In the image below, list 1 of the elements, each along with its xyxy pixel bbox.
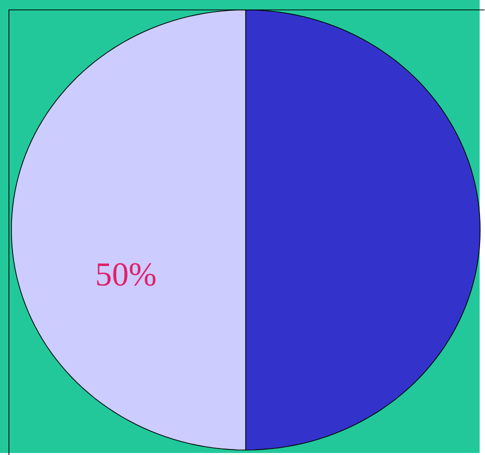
data-label: 50% — [97, 262, 156, 286]
